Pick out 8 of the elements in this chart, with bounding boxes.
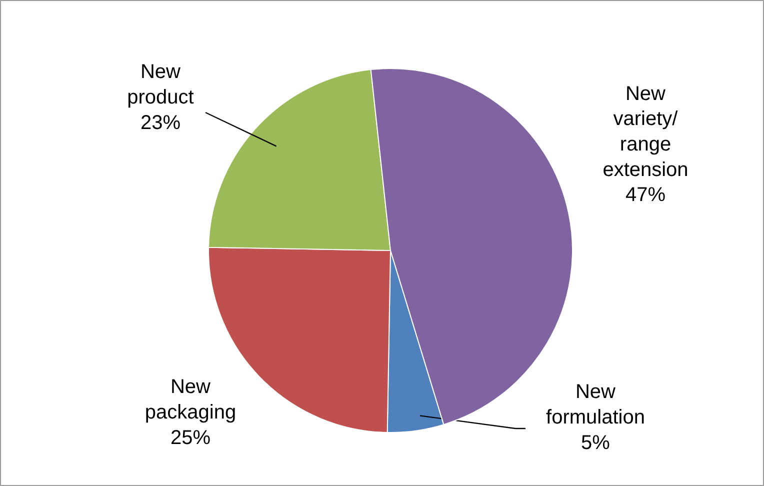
slice-label: New product <box>127 61 194 108</box>
data-label: 5% <box>581 432 610 454</box>
data-label: 47% <box>625 184 666 206</box>
slice-label: New variety/range extension <box>602 82 688 181</box>
data-label: 23% <box>140 112 181 134</box>
slice-label: New formulation <box>546 381 645 428</box>
data-label: 25% <box>170 426 211 449</box>
slice-label: New packaging <box>144 376 236 424</box>
